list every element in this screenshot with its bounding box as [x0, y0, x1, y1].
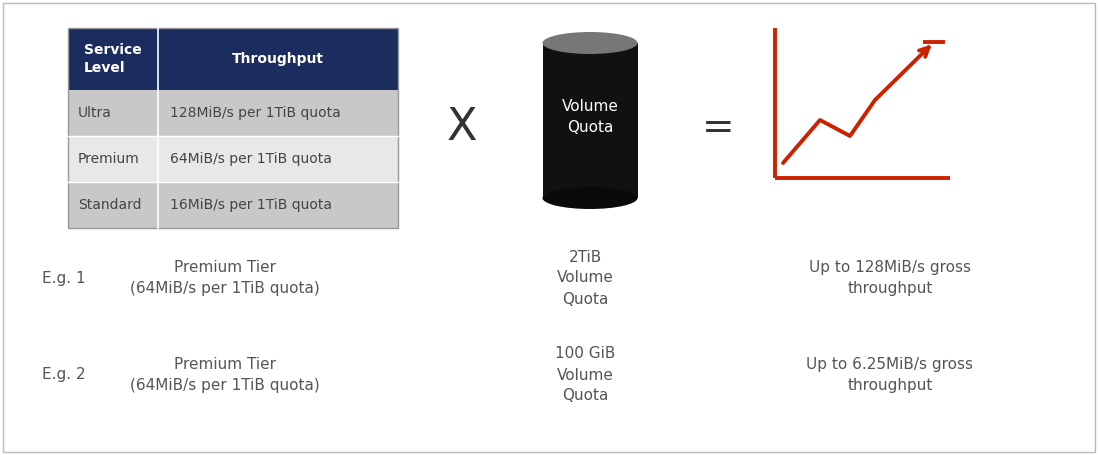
Text: Up to 128MiB/s gross
throughput: Up to 128MiB/s gross throughput: [809, 260, 971, 296]
Text: Premium: Premium: [78, 152, 139, 166]
Bar: [68, 28, 397, 90]
Text: E.g. 1: E.g. 1: [42, 271, 86, 285]
Text: Service
Level: Service Level: [85, 43, 142, 75]
Text: 128MiB/s per 1TiB quota: 128MiB/s per 1TiB quota: [170, 106, 340, 120]
Bar: [68, 90, 397, 136]
Text: 2TiB
Volume
Quota: 2TiB Volume Quota: [557, 249, 614, 307]
Text: Up to 6.25MiB/s gross
throughput: Up to 6.25MiB/s gross throughput: [807, 357, 974, 393]
Text: E.g. 2: E.g. 2: [42, 368, 86, 383]
Text: 16MiB/s per 1TiB quota: 16MiB/s per 1TiB quota: [170, 198, 332, 212]
Text: Premium Tier
(64MiB/s per 1TiB quota): Premium Tier (64MiB/s per 1TiB quota): [131, 260, 320, 296]
Text: Premium Tier
(64MiB/s per 1TiB quota): Premium Tier (64MiB/s per 1TiB quota): [131, 357, 320, 393]
Text: X: X: [447, 106, 478, 150]
Text: Throughput: Throughput: [232, 52, 324, 66]
Text: =: =: [702, 109, 735, 147]
Bar: [68, 28, 397, 228]
Text: Volume
Quota: Volume Quota: [561, 99, 618, 136]
Bar: [68, 182, 397, 228]
Ellipse shape: [542, 32, 638, 54]
Text: 64MiB/s per 1TiB quota: 64MiB/s per 1TiB quota: [170, 152, 332, 166]
Bar: [68, 136, 397, 182]
Text: Standard: Standard: [78, 198, 142, 212]
Text: 100 GiB
Volume
Quota: 100 GiB Volume Quota: [554, 347, 615, 404]
Bar: [542, 43, 638, 198]
Text: Ultra: Ultra: [78, 106, 112, 120]
Ellipse shape: [542, 187, 638, 209]
